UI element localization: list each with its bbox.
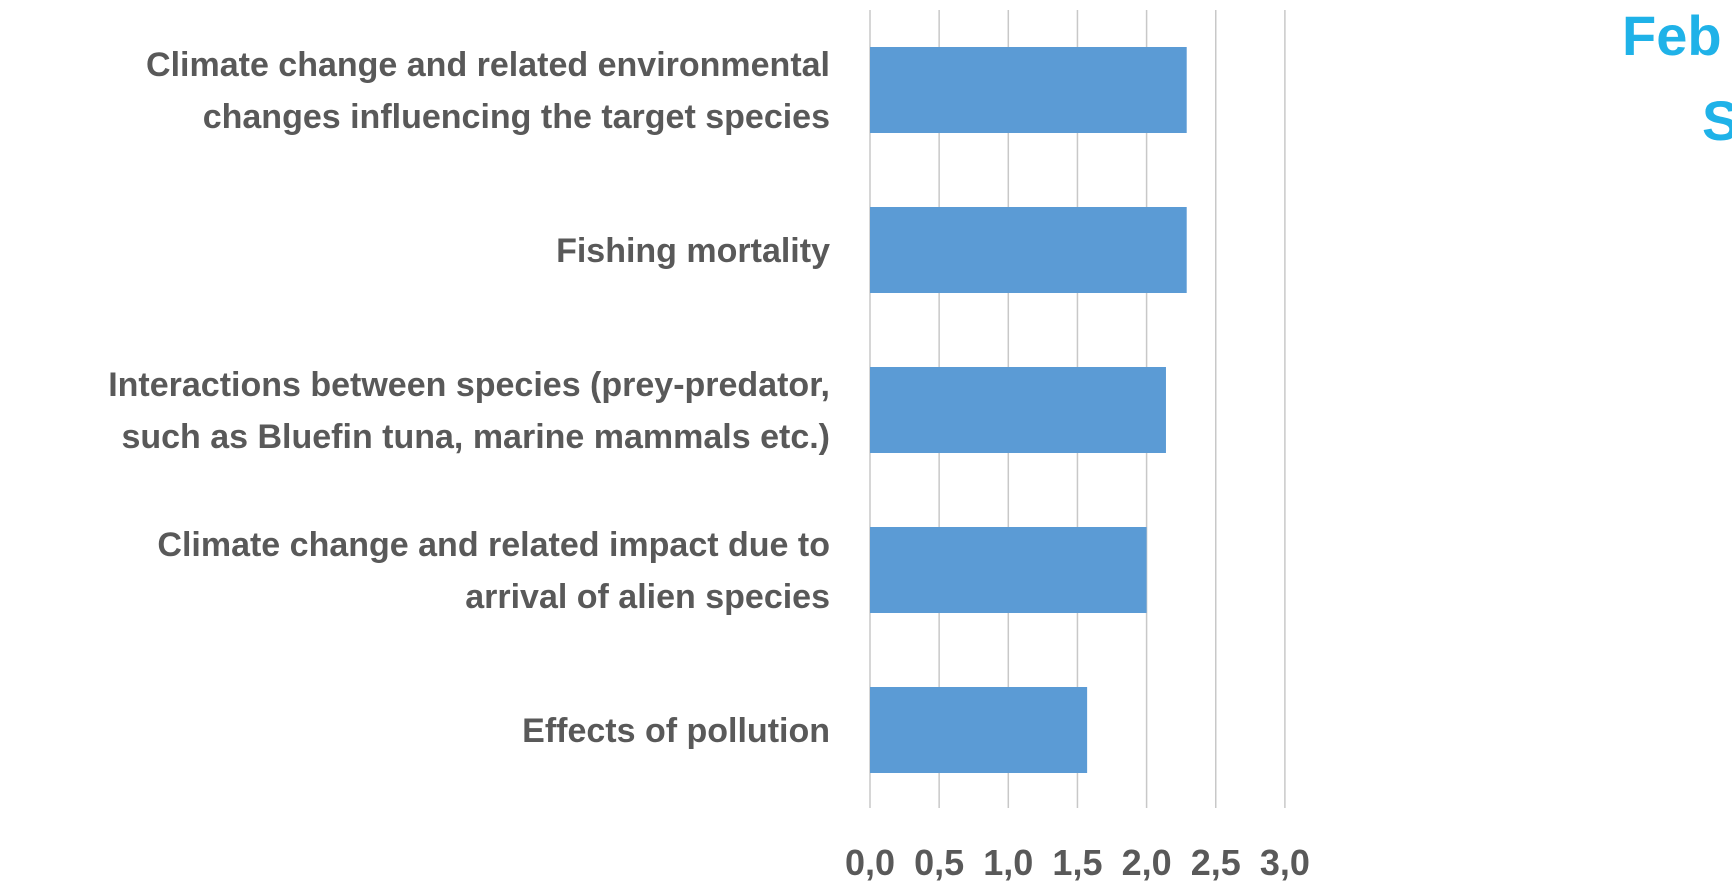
category-label-line: Fishing mortality bbox=[556, 232, 830, 270]
category-labels: Climate change and related environmental… bbox=[108, 46, 830, 750]
bar bbox=[870, 207, 1187, 293]
category-label-line: arrival of alien species bbox=[465, 578, 830, 616]
bar bbox=[870, 687, 1088, 773]
x-tick-label: 1,5 bbox=[1052, 842, 1102, 883]
category-label-line: such as Bluefin tuna, marine mammals etc… bbox=[121, 418, 830, 456]
category-label: Fishing mortality bbox=[556, 232, 830, 270]
x-tick-label: 1,0 bbox=[983, 842, 1033, 883]
bar bbox=[870, 527, 1147, 613]
category-label: Climate change and related environmental… bbox=[146, 46, 830, 136]
bar bbox=[870, 367, 1166, 453]
category-label: Climate change and related impact due to… bbox=[157, 526, 830, 616]
x-tick-label: 3,0 bbox=[1260, 842, 1310, 883]
x-tick-label: 0,0 bbox=[845, 842, 895, 883]
category-label: Effects of pollution bbox=[522, 712, 830, 750]
category-label-line: Climate change and related impact due to bbox=[157, 526, 830, 564]
x-tick-label: 0,5 bbox=[914, 842, 964, 883]
chart-title-fragment: Feb S bbox=[1622, 4, 1732, 152]
category-label-line: Effects of pollution bbox=[522, 712, 830, 750]
category-label-line: changes influencing the target species bbox=[203, 98, 830, 136]
x-axis-tick-labels: 0,0 0,5 1,0 1,5 2,0 2,5 3,0 bbox=[845, 842, 1310, 883]
title-fragment-line-1: Feb bbox=[1622, 4, 1722, 67]
category-label: Interactions between species (prey-preda… bbox=[108, 366, 830, 456]
x-tick-label: 2,5 bbox=[1191, 842, 1241, 883]
bar bbox=[870, 47, 1187, 133]
x-tick-label: 2,0 bbox=[1122, 842, 1172, 883]
title-fragment-line-2: S bbox=[1702, 89, 1732, 152]
category-label-line: Climate change and related environmental bbox=[146, 46, 830, 84]
category-label-line: Interactions between species (prey-preda… bbox=[108, 366, 830, 404]
bars bbox=[870, 47, 1187, 773]
